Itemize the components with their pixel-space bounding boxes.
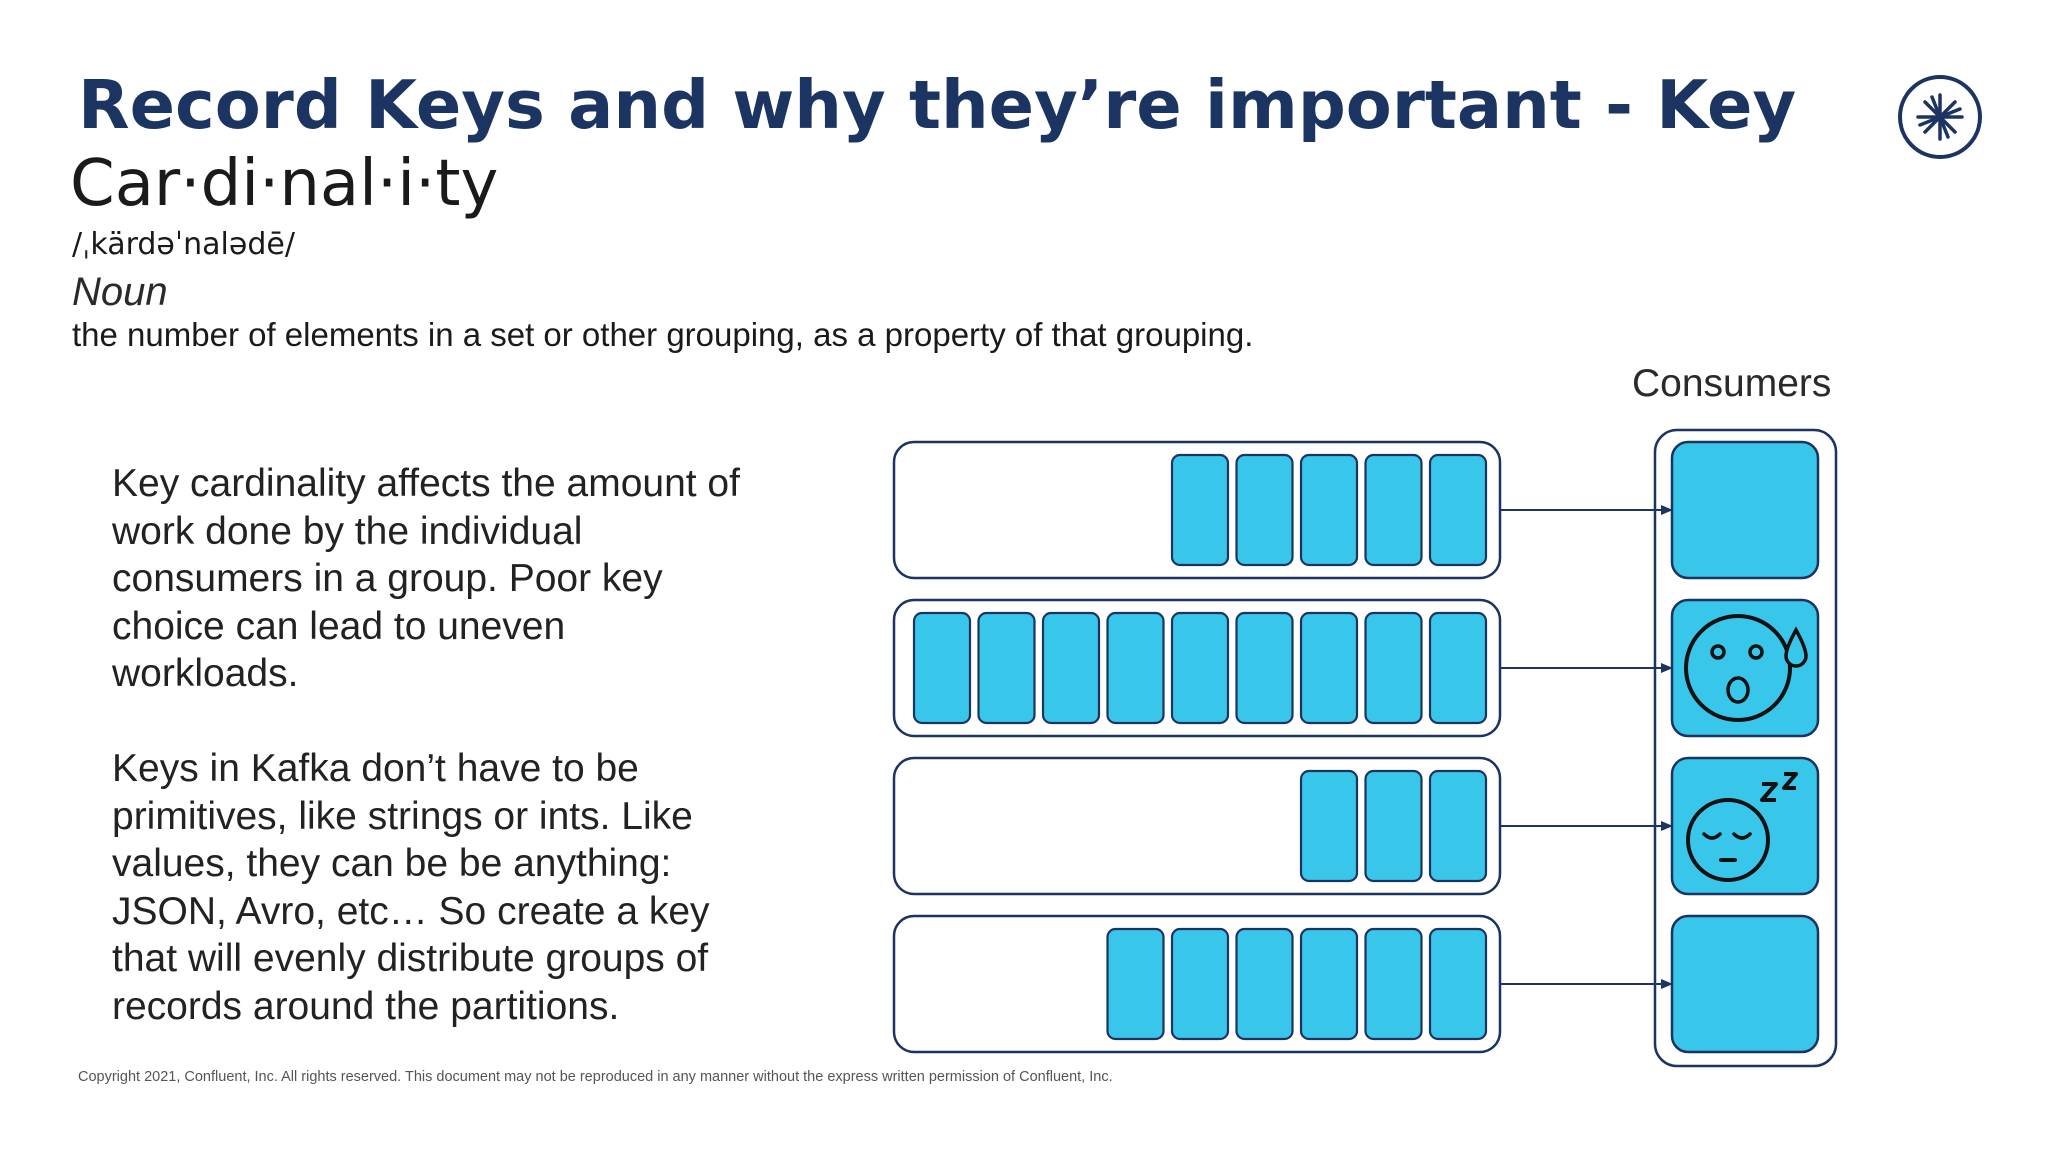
record-block: [1235, 927, 1294, 1041]
consumers-label: Consumers: [1632, 362, 1832, 405]
slide-title: Record Keys and why they’re important - …: [78, 66, 1797, 144]
record-block: [912, 611, 972, 725]
record-block: [1364, 611, 1423, 725]
record-block: [1106, 927, 1165, 1041]
partition-row: [892, 598, 1820, 738]
partition-row: [892, 756, 1820, 896]
record-block: [1364, 453, 1423, 567]
sleeping-face-icon: [1686, 772, 1798, 882]
definition: the number of elements in a set or other…: [72, 316, 1254, 353]
consumer-box: [1670, 598, 1820, 738]
record-block: [1041, 611, 1101, 725]
pronunciation: /ˌkärdəˈnalədē/: [72, 227, 295, 262]
record-block: [1428, 927, 1488, 1041]
record-block: [1428, 453, 1488, 567]
record-block: [1428, 769, 1488, 883]
record-block: [1170, 611, 1230, 725]
consumer-box: [1670, 440, 1820, 580]
term-word: Car·di·nal·i·ty: [70, 147, 499, 221]
record-block: [1364, 927, 1423, 1041]
record-block: [1428, 611, 1488, 725]
confluent-logo-icon: [1898, 75, 1982, 159]
consumer-box: [1670, 914, 1820, 1054]
body-paragraph-2: Keys in Kafka don’t have to be primitive…: [112, 747, 710, 1028]
record-block: [1299, 453, 1359, 567]
part-of-speech: Noun: [72, 270, 168, 314]
record-block: [1170, 927, 1230, 1041]
partition-row: [892, 440, 1820, 580]
consumer-group-container: [1653, 428, 1838, 1068]
record-block: [1364, 769, 1423, 883]
record-block: [977, 611, 1036, 725]
partition-row: [892, 914, 1820, 1054]
copyright-notice: Copyright 2021, Confluent, Inc. All righ…: [78, 1069, 1113, 1085]
record-block: [1235, 453, 1294, 567]
consumer-box: [1670, 756, 1820, 896]
body-paragraph-1: Key cardinality affects the amount of wo…: [112, 462, 740, 695]
sweating-face-icon: [1684, 614, 1808, 722]
record-block: [1235, 611, 1294, 725]
record-block: [1299, 769, 1359, 883]
record-block: [1106, 611, 1165, 725]
record-block: [1299, 611, 1359, 725]
record-block: [1299, 927, 1359, 1041]
record-block: [1170, 453, 1230, 567]
